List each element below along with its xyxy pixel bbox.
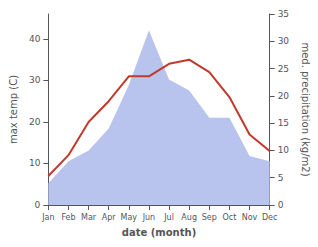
svg-text:date (month): date (month) (122, 227, 196, 238)
svg-text:35: 35 (278, 9, 289, 19)
svg-text:Dec: Dec (262, 213, 277, 222)
svg-text:10: 10 (278, 145, 290, 155)
svg-text:15: 15 (278, 118, 289, 128)
svg-text:Mar: Mar (81, 213, 97, 222)
svg-text:20: 20 (278, 91, 290, 101)
svg-text:20: 20 (29, 117, 41, 127)
svg-text:Jun: Jun (142, 213, 156, 222)
svg-text:40: 40 (29, 34, 41, 44)
svg-text:25: 25 (278, 64, 289, 74)
svg-text:Nov: Nov (242, 213, 258, 222)
svg-text:May: May (121, 213, 138, 222)
svg-text:0: 0 (35, 200, 41, 210)
svg-text:30: 30 (278, 36, 290, 46)
svg-text:10: 10 (29, 158, 41, 168)
svg-text:max temp (C): max temp (C) (8, 75, 19, 144)
svg-text:Oct: Oct (222, 213, 236, 222)
svg-text:Aug: Aug (181, 213, 197, 222)
svg-text:5: 5 (278, 173, 284, 183)
svg-text:Apr: Apr (102, 213, 117, 222)
svg-text:Jul: Jul (163, 213, 174, 222)
svg-text:med. precipitation (kg/m2): med. precipitation (kg/m2) (300, 42, 311, 176)
svg-text:0: 0 (278, 200, 284, 210)
svg-text:30: 30 (29, 75, 41, 85)
svg-text:Sep: Sep (202, 213, 217, 222)
svg-text:Jan: Jan (41, 213, 54, 222)
svg-text:Feb: Feb (61, 213, 75, 222)
